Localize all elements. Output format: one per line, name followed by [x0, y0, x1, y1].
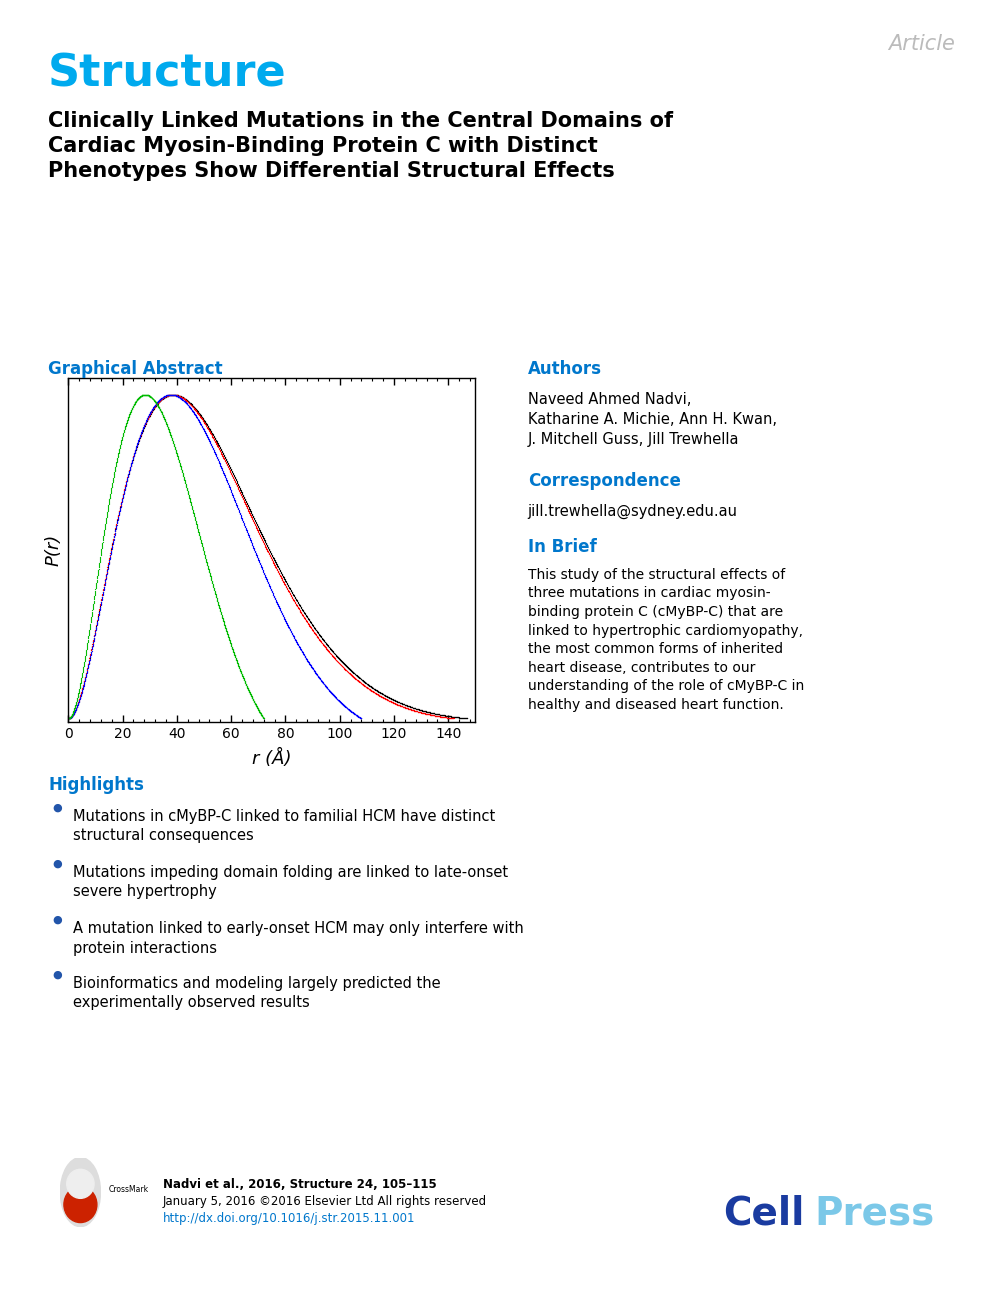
- Text: Press: Press: [814, 1194, 935, 1232]
- Text: Naveed Ahmed Nadvi,
Katharine A. Michie, Ann H. Kwan,
J. Mitchell Guss, Jill Tre: Naveed Ahmed Nadvi, Katharine A. Michie,…: [528, 392, 777, 448]
- Text: A mutation linked to early-onset HCM may only interfere with
protein interaction: A mutation linked to early-onset HCM may…: [73, 921, 525, 955]
- Text: ●: ●: [52, 970, 62, 980]
- Text: Nadvi et al., 2016, Structure 24, 105–115: Nadvi et al., 2016, Structure 24, 105–11…: [163, 1178, 436, 1191]
- Ellipse shape: [64, 1186, 96, 1223]
- Text: ●: ●: [52, 915, 62, 925]
- Text: jill.trewhella@sydney.edu.au: jill.trewhella@sydney.edu.au: [528, 504, 738, 519]
- Text: http://dx.doi.org/10.1016/j.str.2015.11.001: http://dx.doi.org/10.1016/j.str.2015.11.…: [163, 1212, 415, 1225]
- Text: January 5, 2016 ©2016 Elsevier Ltd All rights reserved: January 5, 2016 ©2016 Elsevier Ltd All r…: [163, 1195, 487, 1208]
- Text: CrossMark: CrossMark: [109, 1185, 149, 1194]
- Text: Mutations impeding domain folding are linked to late-onset
severe hypertrophy: Mutations impeding domain folding are li…: [73, 865, 509, 899]
- Y-axis label: P(r): P(r): [45, 534, 62, 566]
- Text: Clinically Linked Mutations in the Central Domains of
Cardiac Myosin-Binding Pro: Clinically Linked Mutations in the Centr…: [48, 111, 673, 180]
- Text: Mutations in cMyBP-C linked to familial HCM have distinct
structural consequence: Mutations in cMyBP-C linked to familial …: [73, 809, 495, 843]
- Text: In Brief: In Brief: [528, 538, 596, 556]
- Text: Graphical Abstract: Graphical Abstract: [48, 360, 223, 378]
- Text: ●: ●: [52, 803, 62, 813]
- Text: Article: Article: [887, 34, 955, 54]
- Text: Cell: Cell: [724, 1194, 805, 1232]
- Ellipse shape: [66, 1169, 94, 1198]
- X-axis label: r (Å): r (Å): [252, 749, 291, 767]
- Text: Correspondence: Correspondence: [528, 472, 680, 491]
- Text: Structure: Structure: [48, 52, 286, 95]
- Text: Bioinformatics and modeling largely predicted the
experimentally observed result: Bioinformatics and modeling largely pred…: [73, 976, 441, 1010]
- Text: ●: ●: [52, 859, 62, 869]
- Text: Authors: Authors: [528, 360, 602, 378]
- Ellipse shape: [60, 1158, 100, 1227]
- Text: Highlights: Highlights: [48, 776, 144, 795]
- Text: This study of the structural effects of
three mutations in cardiac myosin-
bindi: This study of the structural effects of …: [528, 568, 804, 713]
